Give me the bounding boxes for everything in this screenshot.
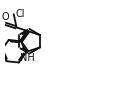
Text: NH: NH [20, 53, 35, 63]
Text: Cl: Cl [16, 9, 25, 19]
Text: O: O [1, 12, 9, 22]
